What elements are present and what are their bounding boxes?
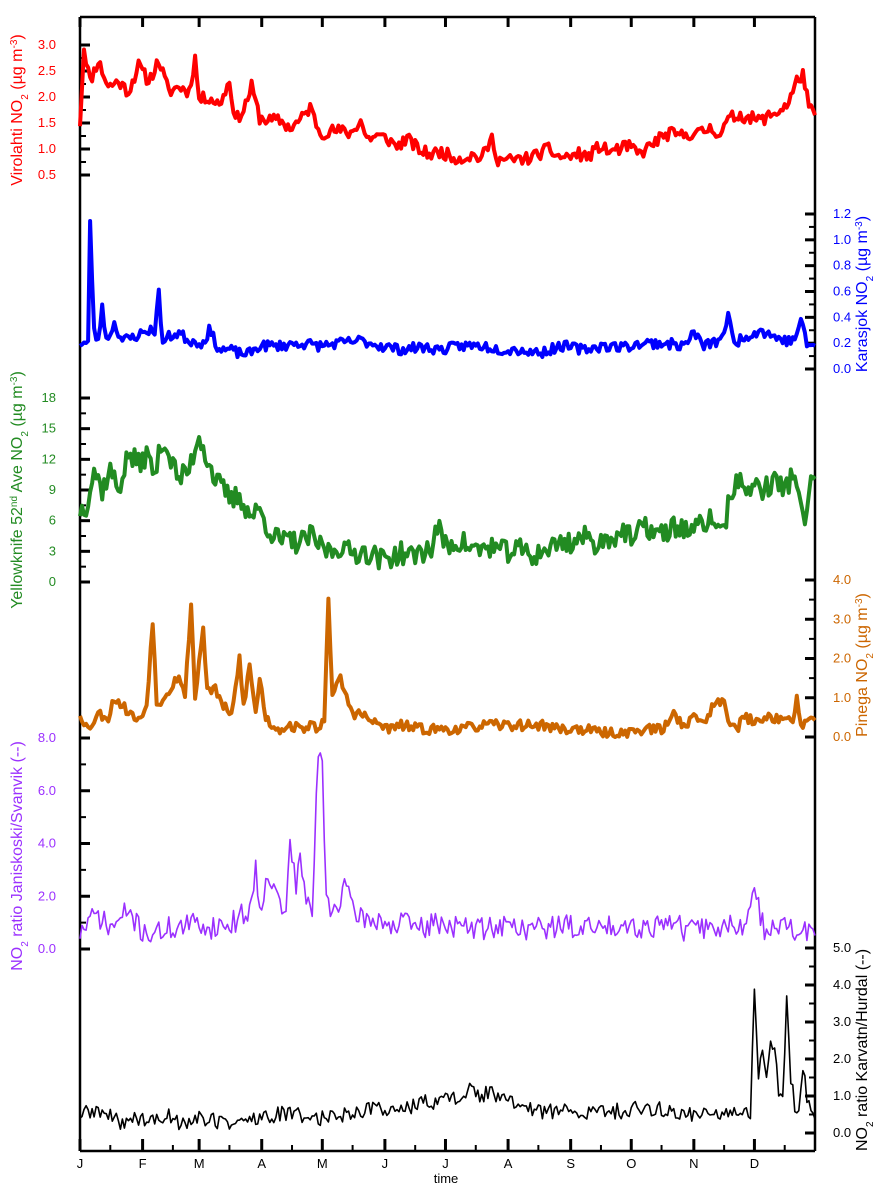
x-tick-label: F	[139, 1156, 147, 1171]
y-tick-label: 4.0	[38, 836, 56, 851]
series-line-pinega	[78, 596, 817, 739]
y-tick-label: 0.0	[38, 941, 56, 956]
panels: 0.5 1.0 1.5 2.0 2.5 3.0 Virolahti NO2 (µg m-3)…	[9, 34, 876, 1151]
y-tick-label: 9	[49, 482, 56, 497]
y-tick-label: 1.0	[38, 141, 56, 156]
panel-virolahti: 0.5 1.0 1.5 2.0 2.5 3.0 Virolahti NO2 (µg m-3)	[9, 34, 817, 186]
y-tick-label: 2.0	[38, 888, 56, 903]
y-tick-label: 3	[49, 543, 56, 558]
series-line-yellowknife	[78, 435, 817, 571]
series-line-ratio_janiskoski	[79, 752, 816, 943]
y-tick-label: 1.0	[833, 232, 851, 247]
y-tick-label: 2.0	[833, 1051, 851, 1066]
y-axis-title-ratio_karvatn: NO2 ratio Karvatn/Hurdal (--)	[854, 949, 876, 1151]
x-tick-label: A	[257, 1156, 266, 1171]
y-tick-label: 0.6	[833, 284, 851, 299]
y-tick-label: 18	[42, 390, 56, 405]
x-tick-label: J	[382, 1156, 389, 1171]
plot-frame	[78, 15, 817, 1153]
x-tick-label: M	[194, 1156, 205, 1171]
x-axis-title: time	[434, 1171, 459, 1186]
y-tick-label: 1.0	[833, 690, 851, 705]
x-tick-label: D	[750, 1156, 759, 1171]
y-tick-label: 1.0	[833, 1088, 851, 1103]
y-tick-label: 0.0	[833, 361, 851, 376]
y-tick-label: 0.2	[833, 335, 851, 350]
y-tick-label: 2.5	[38, 63, 56, 78]
y-tick-label: 5.0	[833, 940, 851, 955]
y-tick-label: 2.0	[38, 89, 56, 104]
series-line-virolahti	[78, 47, 817, 168]
x-tick-label: A	[504, 1156, 513, 1171]
x-tick-label: J	[442, 1156, 449, 1171]
x-tick-label: O	[626, 1156, 636, 1171]
y-tick-label: 3.0	[833, 611, 851, 626]
x-axis: time J F M A M J J A S O N D	[77, 17, 786, 1186]
y-tick-label: 1.2	[833, 206, 851, 221]
y-tick-label: 0.8	[833, 258, 851, 273]
y-tick-label: 2.0	[833, 651, 851, 666]
y-axis-title-ratio_janiskoski: NO2 ratio Janiskoski/Svanvik (--)	[9, 741, 31, 971]
y-tick-label: 15	[42, 421, 56, 436]
y-tick-label: 3.0	[38, 37, 56, 52]
y-tick-label: 6	[49, 513, 56, 528]
x-tick-label: J	[77, 1156, 84, 1171]
y-tick-label: 4.0	[833, 977, 851, 992]
y-tick-label: 0.4	[833, 309, 851, 324]
y-tick-label: 4.0	[833, 572, 851, 587]
x-tick-label: M	[317, 1156, 328, 1171]
series-line-karasjok	[78, 219, 816, 360]
x-tick-label: S	[566, 1156, 575, 1171]
y-axis-title-virolahti: Virolahti NO2 (µg m-3)	[9, 34, 31, 185]
y-tick-label: 8.0	[38, 730, 56, 745]
y-axis-title-pinega: Pinega NO2 (µg m-3)	[854, 593, 876, 737]
y-tick-label: 6.0	[38, 783, 56, 798]
y-axis-title-karasjok: Karasjok NO2 (µg m-3)	[854, 216, 876, 372]
y-tick-label: 0.0	[833, 729, 851, 744]
panel-yellowknife: 0 3 6 9 12 15 18 Yellowknife 52nd Ave NO2 (µg m…	[9, 371, 817, 609]
y-axis-title-yellowknife: Yellowknife 52nd Ave NO2 (µg m-3)	[9, 371, 31, 609]
y-tick-label: 0	[49, 574, 56, 589]
panel-ratio_janiskoski: 0.0 2.0 4.0 6.0 8.0 NO2 ratio Janiskoski/Svan…	[9, 730, 816, 971]
y-tick-label: 3.0	[833, 1014, 851, 1029]
y-tick-label: 0.5	[38, 167, 56, 182]
series-line-ratio_karvatn	[79, 988, 816, 1131]
y-tick-label: 0.0	[833, 1125, 851, 1140]
y-tick-label: 12	[42, 451, 56, 466]
x-tick-label: N	[689, 1156, 698, 1171]
y-tick-label: 1.5	[38, 115, 56, 130]
